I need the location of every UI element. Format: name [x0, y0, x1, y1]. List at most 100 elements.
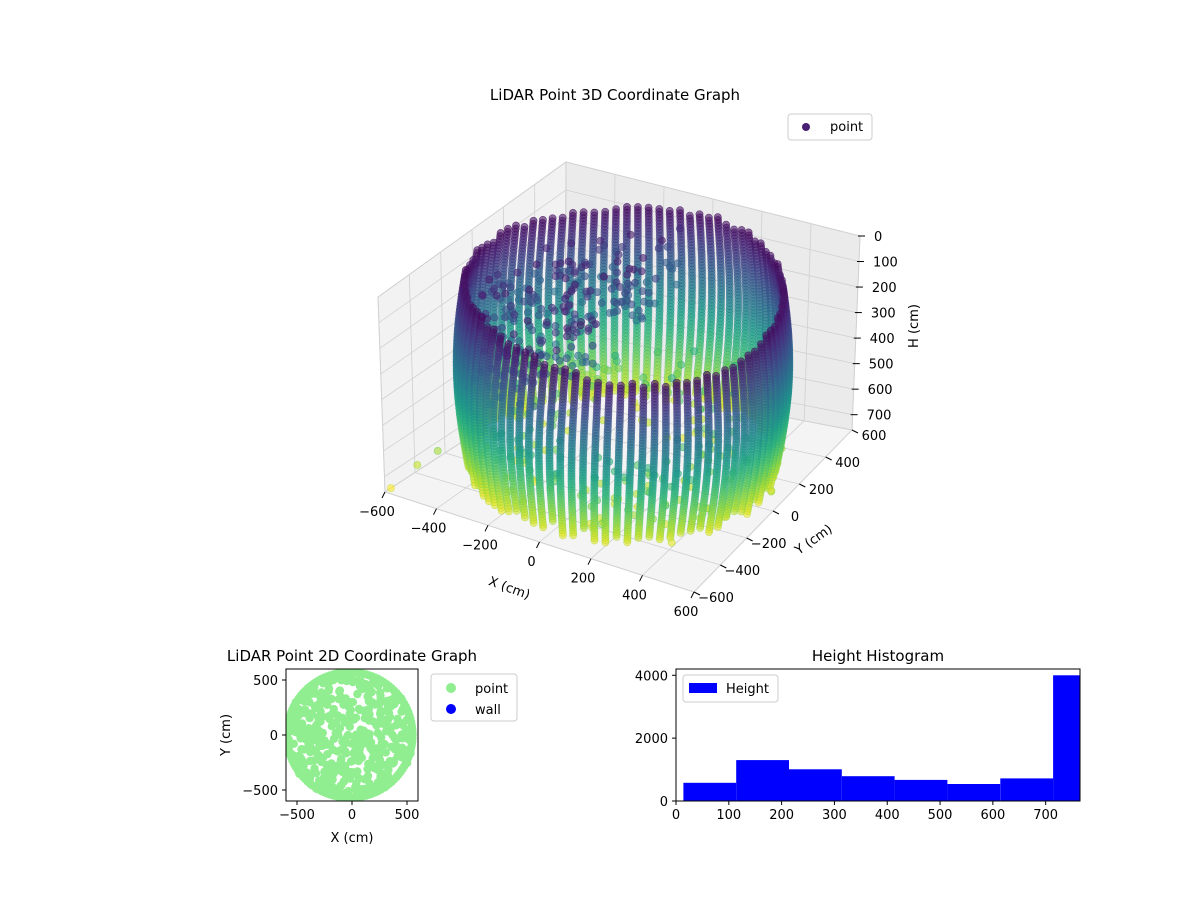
- data-point: [655, 205, 664, 213]
- data-point: [578, 298, 587, 306]
- grid-line: [851, 235, 861, 431]
- data-point: [723, 448, 731, 457]
- grid-line: [414, 472, 721, 566]
- data-point: [613, 257, 622, 266]
- data-point: [568, 361, 577, 370]
- data-point: [612, 278, 621, 287]
- data-point: [732, 443, 740, 452]
- data-point: [618, 243, 626, 251]
- data-point: [695, 210, 704, 219]
- data-point: [569, 208, 577, 217]
- data-point: [542, 244, 551, 253]
- data-point: [570, 310, 579, 319]
- data-point: [563, 332, 571, 341]
- data-point: [550, 306, 559, 315]
- grid-line: [377, 161, 567, 298]
- data-point: [665, 206, 674, 215]
- data-point: [713, 454, 722, 463]
- data-point: [593, 288, 602, 296]
- data-point: [604, 366, 612, 375]
- data-point: [590, 208, 599, 217]
- data-point: [562, 354, 571, 363]
- data-point: [637, 267, 646, 276]
- data-point: [548, 214, 557, 223]
- data-point: [613, 307, 621, 315]
- data-point: [611, 351, 620, 360]
- data-point: [653, 348, 662, 357]
- data-point: [639, 373, 648, 382]
- data-point: [740, 437, 749, 446]
- data-point: [704, 213, 713, 222]
- plot-3d-title: LiDAR Point 3D Coordinate Graph: [490, 86, 740, 104]
- data-point: [592, 320, 600, 328]
- data-point: [747, 434, 756, 443]
- data-point: [492, 291, 501, 300]
- data-point: [497, 426, 506, 435]
- data-point: [773, 260, 782, 268]
- grid-line: [377, 296, 386, 493]
- data-point: [537, 304, 545, 313]
- data-point: [626, 230, 635, 239]
- data-point: [510, 310, 519, 319]
- data-point: [515, 434, 524, 443]
- data-point: [612, 205, 620, 213]
- data-point: [597, 299, 606, 307]
- data-point: [608, 263, 617, 271]
- data-point: [596, 236, 605, 245]
- data-point: [473, 246, 482, 255]
- data-point: [563, 291, 571, 299]
- data-point: [478, 291, 487, 300]
- data-point: [536, 276, 544, 285]
- data-point: [567, 343, 576, 351]
- data-point: [694, 456, 702, 465]
- data-point: [744, 228, 753, 237]
- data-point: [677, 360, 685, 369]
- data-point: [588, 359, 597, 368]
- data-point: [532, 260, 541, 269]
- data-point: [552, 346, 561, 355]
- data-point: [779, 287, 788, 296]
- data-point: [690, 347, 698, 356]
- data-point: [556, 259, 565, 268]
- data-point: [579, 208, 588, 217]
- data-point: [551, 321, 560, 330]
- data-point: [767, 486, 776, 495]
- data-point: [737, 226, 746, 234]
- data-point: [475, 413, 484, 422]
- data-point: [766, 251, 775, 260]
- data-point: [730, 225, 738, 234]
- data-point: [543, 318, 551, 327]
- data-point: [607, 284, 616, 293]
- data-point: [506, 429, 514, 438]
- data-point: [754, 433, 763, 442]
- data-point: [523, 316, 532, 325]
- data-point: [490, 313, 499, 322]
- data-point: [523, 308, 532, 317]
- data-point: [713, 213, 722, 221]
- data-point: [614, 250, 623, 259]
- data-point: [673, 259, 682, 268]
- data-point: [645, 299, 654, 308]
- grid-line: [408, 274, 416, 473]
- data-point: [539, 215, 547, 224]
- data-point: [498, 323, 506, 332]
- data-point: [613, 268, 621, 277]
- data-point: [489, 421, 498, 430]
- data-point: [586, 286, 595, 295]
- data-point: [537, 338, 545, 347]
- data-point: [513, 268, 522, 277]
- data-point: [628, 311, 637, 320]
- data-point: [507, 302, 515, 310]
- data-point: [623, 202, 631, 211]
- data-point: [529, 216, 538, 225]
- data-point: [778, 276, 786, 284]
- data-point: [639, 254, 647, 262]
- data-point: [623, 270, 632, 279]
- data-point: [551, 272, 560, 281]
- data-point: [654, 244, 663, 253]
- data-point: [584, 324, 593, 333]
- data-point: [614, 364, 623, 373]
- data-point: [387, 484, 395, 492]
- data-point: [433, 446, 442, 455]
